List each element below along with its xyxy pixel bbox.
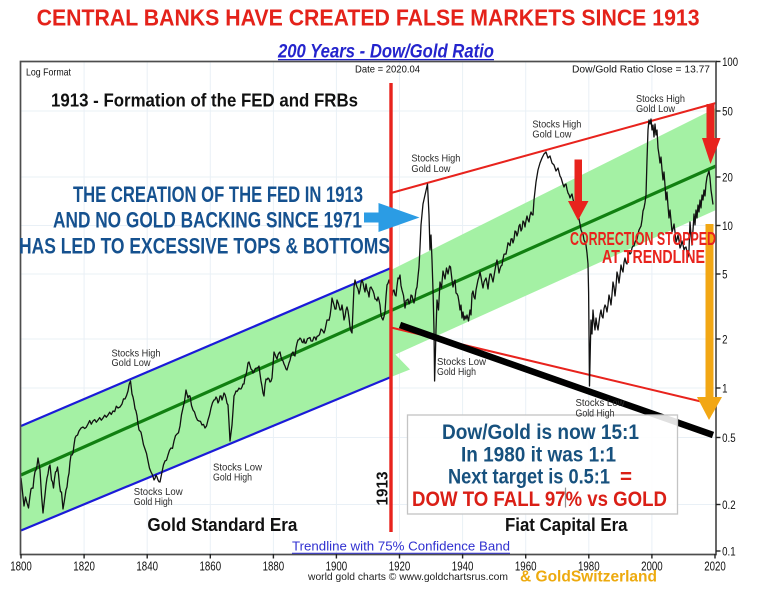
svg-text:0.1: 0.1 [722, 545, 736, 559]
svg-text:=: = [620, 466, 632, 489]
svg-text:Dow/Gold is now 15:1: Dow/Gold is now 15:1 [442, 421, 639, 444]
svg-text:AND NO GOLD BACKING SINCE 1971: AND NO GOLD BACKING SINCE 1971 [53, 207, 362, 232]
svg-text:Stocks High: Stocks High [112, 349, 161, 360]
svg-text:AT TRENDLINE: AT TRENDLINE [602, 247, 705, 267]
svg-text:Stocks Low: Stocks Low [134, 487, 184, 498]
svg-text:In 1980 it was 1:1: In 1980 it was 1:1 [461, 443, 616, 466]
svg-text:Next target is 0.5:1: Next target is 0.5:1 [448, 466, 610, 489]
svg-text:Gold Low: Gold Low [112, 358, 152, 369]
svg-text:Gold Low: Gold Low [411, 164, 451, 175]
svg-text:CENTRAL BANKS HAVE CREATED FAL: CENTRAL BANKS HAVE CREATED FALSE MARKETS… [37, 5, 700, 31]
svg-text:1913 - Formation of the FED an: 1913 - Formation of the FED and FRBs [51, 91, 358, 111]
svg-text:1900: 1900 [326, 558, 348, 573]
svg-text:Stocks Low: Stocks Low [213, 463, 263, 474]
svg-text:0.2: 0.2 [722, 498, 736, 512]
svg-text:1880: 1880 [263, 558, 285, 573]
svg-text:Gold High: Gold High [437, 367, 476, 378]
svg-text:1860: 1860 [200, 558, 222, 573]
svg-text:20: 20 [722, 171, 733, 185]
svg-text:2: 2 [722, 333, 728, 347]
svg-text:2000: 2000 [641, 558, 663, 573]
svg-text:Gold Low: Gold Low [532, 129, 572, 140]
svg-text:Stocks Low: Stocks Low [437, 357, 487, 368]
svg-text:Stocks Low: Stocks Low [576, 398, 626, 409]
svg-text:Log Format: Log Format [26, 67, 71, 79]
svg-text:200 Years - Dow/Gold Ratio: 200 Years - Dow/Gold Ratio [277, 40, 494, 62]
svg-text:Date = 2020.04: Date = 2020.04 [355, 64, 420, 76]
svg-text:Gold Low: Gold Low [636, 104, 676, 115]
svg-text:1940: 1940 [452, 558, 474, 573]
svg-text:THE CREATION OF THE FED IN 191: THE CREATION OF THE FED IN 1913 [73, 182, 363, 207]
svg-text:1980: 1980 [578, 558, 600, 573]
svg-text:1920: 1920 [389, 558, 411, 573]
svg-text:1960: 1960 [515, 558, 537, 573]
svg-text:world gold charts © www.goldch: world gold charts © www.goldchartsrus.co… [307, 571, 508, 583]
svg-text:1: 1 [722, 382, 728, 396]
svg-text:Dow/Gold Ratio Close = 13.77: Dow/Gold Ratio Close = 13.77 [572, 64, 710, 76]
svg-text:10: 10 [722, 219, 733, 233]
svg-text:50: 50 [722, 105, 733, 119]
svg-text:CORRECTION STOPPED: CORRECTION STOPPED [570, 229, 716, 249]
svg-text:2020: 2020 [704, 558, 726, 573]
svg-text:DOW TO FALL 97% vs GOLD: DOW TO FALL 97% vs GOLD [412, 488, 667, 511]
svg-text:1820: 1820 [73, 558, 95, 573]
svg-text:Trendline with 75% Confidence: Trendline with 75% Confidence Band [292, 539, 510, 554]
svg-text:Gold High: Gold High [576, 408, 615, 419]
svg-text:Stocks High: Stocks High [636, 94, 685, 105]
svg-text:& GoldSwitzerland: & GoldSwitzerland [520, 569, 657, 586]
svg-text:1840: 1840 [136, 558, 158, 573]
svg-text:Gold High: Gold High [213, 473, 252, 484]
svg-text:Gold High: Gold High [134, 497, 173, 508]
svg-text:1800: 1800 [10, 558, 32, 573]
svg-text:100: 100 [722, 55, 738, 69]
svg-text:Stocks High: Stocks High [411, 154, 460, 165]
svg-text:5: 5 [722, 268, 728, 282]
svg-text:0.5: 0.5 [722, 431, 736, 445]
svg-text:Gold Standard Era: Gold Standard Era [147, 514, 298, 535]
svg-text:1913: 1913 [375, 471, 392, 505]
svg-text:Fiat Capital Era: Fiat Capital Era [505, 514, 628, 535]
svg-text:HAS LED TO EXCESSIVE TOPS & BO: HAS LED TO EXCESSIVE TOPS & BOTTOMS [19, 233, 390, 258]
svg-text:Stocks High: Stocks High [532, 120, 581, 131]
